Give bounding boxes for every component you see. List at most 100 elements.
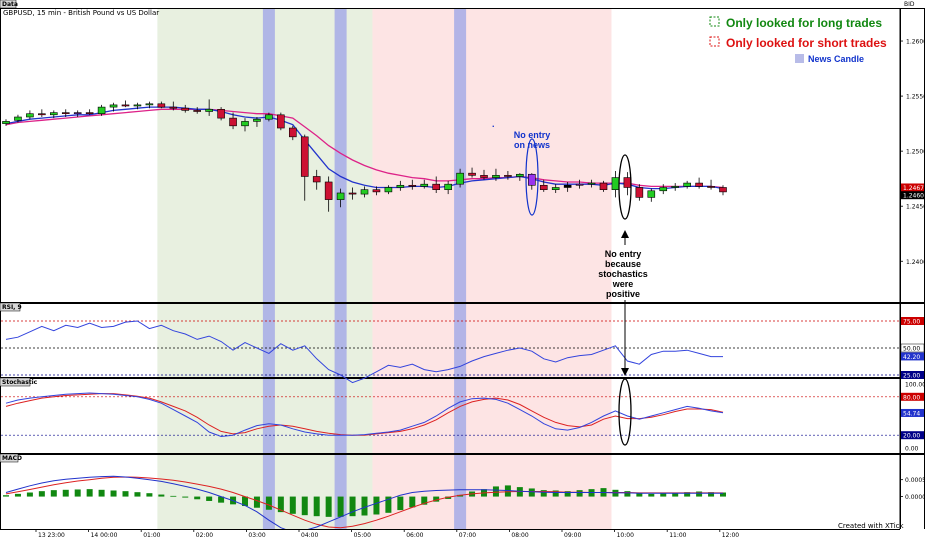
macd-bar-4 (50, 490, 57, 497)
zone-short-price (372, 9, 612, 302)
zone-short-rsi (372, 304, 612, 377)
time-label-5: 04:00 (301, 532, 318, 539)
candle-body-41 (492, 175, 500, 178)
macd-bar-46 (552, 490, 559, 497)
macd-bar-6 (74, 489, 81, 497)
legend-long-swatch (709, 16, 720, 27)
annotation-dot: . (492, 119, 495, 129)
candle-body-53 (635, 187, 644, 198)
macd-bar-15 (182, 496, 189, 498)
candle-body-14 (169, 106, 178, 109)
macd-bar-55 (660, 493, 667, 497)
price-tick-label-3: 1.2450 (906, 204, 925, 211)
macd-scale-1: 0.0000 (905, 494, 925, 501)
candle-body-44 (527, 173, 536, 186)
candle-body-54 (647, 190, 656, 198)
macd-pane-tab[interactable] (0, 453, 19, 463)
time-label-3: 02:00 (196, 532, 213, 539)
rsi-current-label: 42.20 (903, 354, 920, 361)
price-tag-0: 1.2467 (903, 185, 924, 192)
stoch-d-line (5, 393, 724, 436)
price-tick-label-4: 1.2400 (906, 259, 925, 266)
macd-bar-24 (289, 496, 296, 514)
candle-body-32 (384, 187, 393, 193)
macd-bar-21 (253, 496, 260, 508)
news-bar-2-macd (454, 455, 467, 529)
candle-body-27 (324, 181, 333, 200)
stochastic-pane-tab[interactable] (0, 377, 31, 387)
news-bar-1-price (334, 9, 347, 302)
candle-body-28 (336, 192, 345, 200)
macd-bar-17 (206, 496, 213, 501)
rsi-current-tag (901, 352, 924, 361)
macd-bar-30 (361, 496, 368, 516)
candle-body-18 (217, 109, 225, 119)
time-axis-bg (0, 529, 925, 539)
macd-bar-1 (14, 493, 21, 497)
macd-bar-57 (684, 492, 691, 497)
rsi-pane-tab[interactable] (0, 302, 21, 312)
macd-bar-53 (636, 493, 643, 497)
candle-body-35 (420, 183, 429, 187)
candle-body-9 (109, 104, 118, 108)
stochastic-label: Stochastic (2, 379, 38, 386)
no-entry-stoch-line1: No entry (605, 249, 642, 259)
time-label-7: 06:00 (406, 532, 423, 539)
candle-body-56 (671, 186, 680, 188)
chart-title: GBPUSD, 15 min - British Pound vs US Dol… (3, 9, 159, 17)
time-label-10: 09:00 (564, 532, 581, 539)
candle-body-16 (193, 110, 201, 112)
candle-body-45 (539, 184, 548, 190)
news-bar-1-macd (334, 455, 347, 529)
macd-pane (3, 475, 726, 533)
time-label-2: 01:00 (143, 532, 160, 539)
macd-bar-23 (277, 496, 284, 513)
macd-bar-5 (62, 489, 69, 497)
price-tick-label-1: 1.2550 (906, 94, 925, 101)
no-entry-stoch-line2: because (605, 259, 641, 269)
legend-news-text: News Candle (808, 54, 864, 64)
time-label-13: 12:00 (722, 532, 739, 539)
news-bar-1-stoch (334, 379, 347, 453)
macd-bar-22 (265, 496, 272, 510)
macd-bar-0 (3, 495, 9, 497)
candle-body-4 (49, 112, 58, 116)
candle-body-23 (277, 114, 285, 129)
data-pane-tab[interactable] (0, 0, 17, 9)
candle-body-38 (456, 172, 464, 185)
arrow-up-head (621, 230, 629, 238)
macd-bar-13 (158, 494, 165, 497)
news-bar-0-stoch (262, 379, 275, 453)
candle-body-34 (408, 184, 417, 187)
macd-bar-2 (26, 492, 33, 497)
macd-bar-32 (385, 496, 392, 513)
legend-news-swatch (795, 54, 804, 63)
macd-bar-33 (397, 496, 404, 511)
macd-bar-52 (624, 491, 631, 497)
candle-body-24 (288, 127, 297, 138)
legend-long-text: Only looked for long trades (726, 16, 882, 30)
legend-short-swatch (709, 36, 720, 47)
credit-text: Created with XTick (838, 522, 905, 530)
no-entry-stoch-line3: stochastics (598, 269, 648, 279)
macd-bar-48 (576, 490, 583, 497)
time-label-8: 07:00 (459, 532, 476, 539)
candle-body-15 (181, 107, 190, 111)
macd-bar-9 (110, 490, 117, 497)
stochastic-pane (1, 392, 900, 438)
macd-bar-29 (349, 496, 356, 517)
macd-scale-0: 0.0005 (905, 477, 925, 484)
rsi-level-label-0: 75.00 (903, 319, 920, 326)
axes-layer: 13 23:00 14 00:00 01:00 02:00 03:00 04:00 05:0… (0, 529, 925, 539)
candle-body-8 (97, 106, 106, 115)
price-tick-label-0: 1.2600 (906, 39, 925, 46)
macd-bar-54 (648, 493, 655, 497)
stoch-current-tag (901, 408, 924, 417)
candle-body-13 (157, 103, 166, 108)
macd-bar-25 (301, 496, 308, 516)
macd-bar-14 (170, 495, 177, 497)
rsi-label: RSI, 9 (2, 304, 22, 311)
macd-bar-34 (409, 496, 416, 508)
price-tick-label-2: 1.2500 (906, 149, 925, 156)
data-pane-label: Data (2, 1, 18, 8)
